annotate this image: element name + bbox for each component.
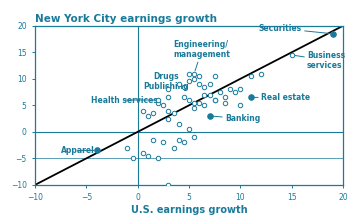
Text: New York City earnings growth: New York City earnings growth [35, 14, 217, 24]
Text: Real estate: Real estate [253, 93, 310, 102]
Text: Drugs: Drugs [153, 72, 179, 84]
Text: Health services: Health services [91, 95, 158, 104]
Text: Apparel: Apparel [61, 146, 94, 155]
Text: Engineering/
management: Engineering/ management [174, 40, 230, 71]
Text: Banking: Banking [212, 114, 260, 123]
Text: Securities: Securities [259, 24, 330, 34]
X-axis label: U.S. earnings growth: U.S. earnings growth [131, 205, 247, 215]
Text: Publishing: Publishing [143, 82, 188, 91]
Text: Business
services: Business services [294, 51, 345, 70]
